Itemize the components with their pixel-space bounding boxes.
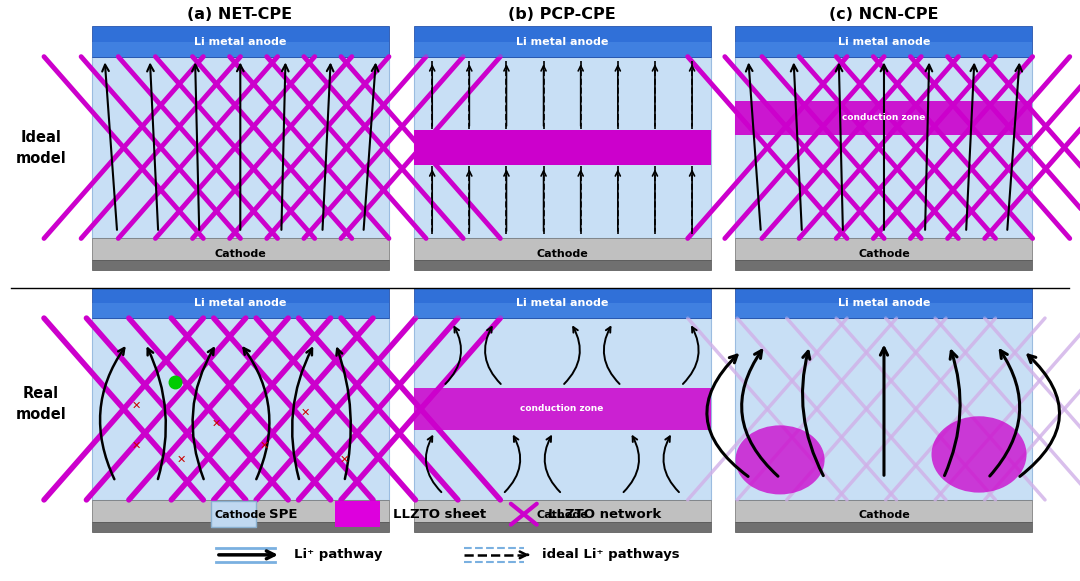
Text: ✕: ✕ [132,400,141,410]
Text: Li metal anode: Li metal anode [516,37,608,46]
Bar [414,288,711,318]
Text: ideal Li⁺ pathways: ideal Li⁺ pathways [542,548,679,561]
Bar [414,388,711,430]
Bar [92,42,389,56]
Text: Cathode: Cathode [537,510,588,520]
Text: ✕: ✕ [259,440,269,450]
Text: SPE: SPE [269,508,297,521]
Bar [414,26,711,56]
Bar [92,238,389,260]
Bar [414,500,711,522]
Bar [92,318,389,500]
Text: LLZTO network: LLZTO network [548,508,661,521]
Bar [735,238,1032,260]
Bar [414,303,711,318]
Text: Cathode: Cathode [859,510,909,520]
Bar [414,42,711,56]
Bar [414,522,711,532]
Text: Cathode: Cathode [537,249,588,259]
Bar [414,318,711,500]
Bar [335,501,380,528]
Ellipse shape [735,425,825,494]
Bar [414,260,711,270]
Bar [735,101,1032,135]
Text: ✕: ✕ [212,418,221,429]
Text: Ideal
model: Ideal model [16,130,66,166]
Bar [92,522,389,532]
Text: conduction zone: conduction zone [842,113,926,122]
Bar [735,288,1032,318]
Text: Li metal anode: Li metal anode [838,37,930,46]
Text: ✕: ✕ [176,455,186,465]
Text: Li⁺ pathway: Li⁺ pathway [294,548,382,561]
Bar [414,57,711,238]
Bar [92,288,389,318]
Text: Cathode: Cathode [859,249,909,259]
Text: (c) NCN-CPE: (c) NCN-CPE [828,7,939,22]
Bar [92,57,389,238]
Bar [92,26,389,56]
Bar [92,260,389,270]
Bar [735,303,1032,318]
Text: ✕: ✕ [132,440,141,450]
Text: ✕: ✕ [339,455,349,465]
Text: Cathode: Cathode [215,510,266,520]
Text: Li metal anode: Li metal anode [838,298,930,308]
Bar [92,500,389,522]
Text: (a) NET-CPE: (a) NET-CPE [187,7,293,22]
Text: Li metal anode: Li metal anode [194,37,286,46]
Ellipse shape [932,416,1027,493]
Bar [735,260,1032,270]
Text: (b) PCP-CPE: (b) PCP-CPE [508,7,616,22]
Text: conduction zone: conduction zone [521,404,604,414]
Bar [414,238,711,260]
Text: Li metal anode: Li metal anode [516,298,608,308]
Bar [92,303,389,318]
Bar [735,318,1032,500]
Text: ✕: ✕ [301,408,310,418]
Bar [735,500,1032,522]
Text: Li metal anode: Li metal anode [194,298,286,308]
Bar [414,131,711,164]
Bar [735,522,1032,532]
Bar [735,26,1032,56]
Text: Cathode: Cathode [215,249,266,259]
Text: LLZTO sheet: LLZTO sheet [393,508,486,521]
Bar [735,57,1032,238]
Text: Real
model: Real model [16,386,66,422]
Bar [735,42,1032,56]
Bar [211,501,256,528]
